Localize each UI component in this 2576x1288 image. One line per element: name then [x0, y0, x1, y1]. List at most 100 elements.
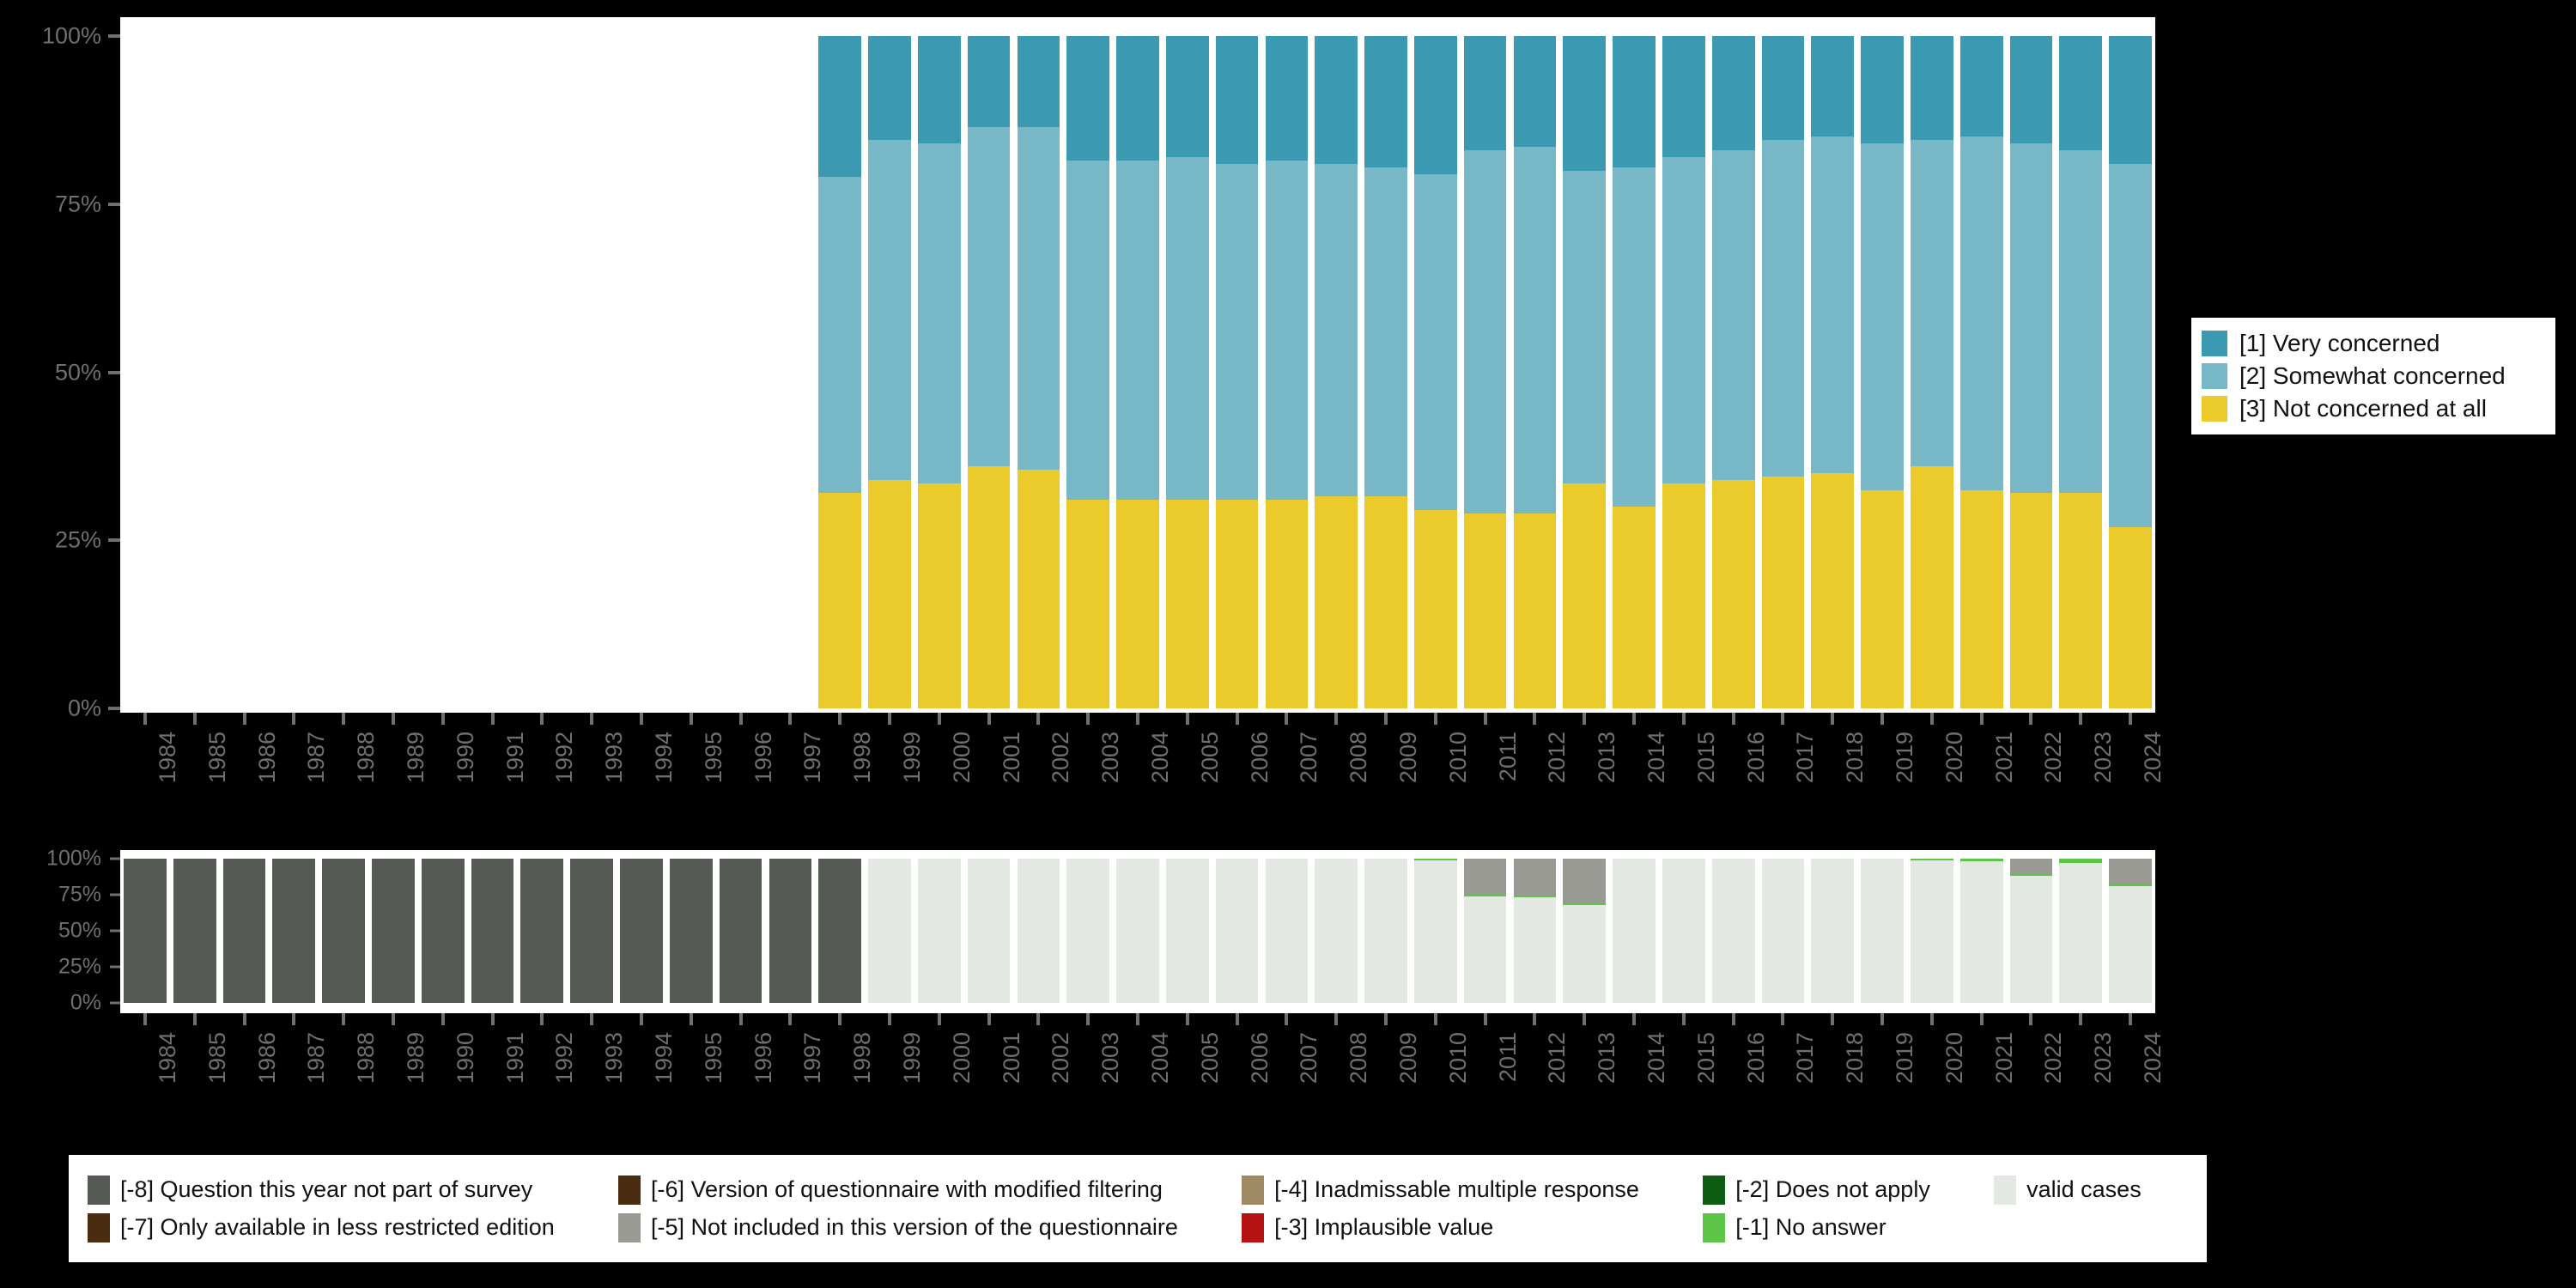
segment-somewhat-concerned — [2059, 150, 2103, 494]
x-tick-label-1993: 1993 — [601, 732, 628, 784]
validity-segment--8 — [570, 859, 613, 1003]
x-tick-mark — [1185, 713, 1189, 725]
validity-y-tick-label: 50% — [58, 918, 101, 943]
validity-segment--1 — [2109, 883, 2152, 886]
validity-segment--8 — [719, 859, 762, 1003]
stacked-bar-2003 — [1066, 36, 1110, 708]
validity-x-tick-mark — [838, 1013, 842, 1025]
segment-very-concerned — [1811, 36, 1855, 137]
validity-x-tick-mark — [1929, 1013, 1934, 1025]
segment-very-concerned — [1911, 36, 1953, 141]
validity-segment--1 — [2009, 872, 2053, 877]
validity-x-axis: 1984 1985 1986 1987 1988 1989 1990 1991 1992 1993… — [120, 1013, 2166, 1142]
segment-somewhat-concerned — [1066, 160, 1110, 501]
segment-somewhat-concerned — [1662, 156, 1705, 483]
validity-legend-item--7[interactable]: [-7] Only available in less restricted e… — [88, 1212, 601, 1242]
validity-bar-1987 — [272, 859, 316, 1003]
stacked-bar-2005 — [1165, 36, 1209, 708]
validity-x-tick-mark — [192, 1013, 197, 1025]
validity-legend-item--2[interactable]: [-2] Does not apply — [1703, 1175, 1977, 1205]
validity-bar-2014 — [1613, 859, 1656, 1003]
validity-x-tick-label-2012: 2012 — [1544, 1032, 1571, 1084]
x-tick-label-2015: 2015 — [1692, 732, 1719, 784]
legend-item-3[interactable]: [3] Not concerned at all — [2202, 395, 2545, 422]
x-tick-label-2012: 2012 — [1544, 732, 1571, 784]
validity-bar-1998 — [818, 859, 862, 1003]
main-x-axis: 1984 1985 1986 1987 1988 1989 1990 1991 1992 1993… — [120, 713, 2166, 841]
segment-somewhat-concerned — [1116, 160, 1159, 501]
segment-somewhat-concerned — [1413, 173, 1457, 511]
x-tick-mark — [738, 713, 743, 725]
validity-bar-2013 — [1563, 859, 1607, 1003]
validity-x-tick-label-2019: 2019 — [1892, 1032, 1918, 1084]
x-tick-label-2016: 2016 — [1742, 732, 1769, 784]
x-tick-mark — [1929, 713, 1934, 725]
validity-x-tick-label-1984: 1984 — [154, 1032, 180, 1084]
y-tick-label: 25% — [54, 526, 101, 553]
legend-item-1[interactable]: [1] Very concerned — [2202, 330, 2545, 357]
segment-very-concerned — [1463, 36, 1507, 151]
segment-not-concerned — [2059, 493, 2103, 708]
stacked-bar-2011 — [1463, 36, 1507, 708]
validity-segment-valid — [1116, 859, 1159, 1003]
x-tick-label-2010: 2010 — [1444, 732, 1471, 784]
validity-legend-item--3[interactable]: [-3] Implausible value — [1242, 1212, 1686, 1242]
validity-x-tick-mark — [1334, 1013, 1339, 1025]
stacked-bar-2018 — [1811, 36, 1855, 708]
segment-very-concerned — [1315, 36, 1358, 164]
validity-bar-2022 — [2009, 859, 2053, 1003]
validity-x-tick-label-1990: 1990 — [452, 1032, 478, 1084]
x-tick-mark — [1433, 713, 1437, 725]
validity-x-tick-label-2024: 2024 — [2140, 1032, 2166, 1084]
x-tick-label-2011: 2011 — [1494, 732, 1521, 782]
validity-legend-item--6[interactable]: [-6] Version of questionnaire with modif… — [618, 1175, 1224, 1205]
validity-x-tick-mark — [342, 1013, 346, 1025]
segment-very-concerned — [1761, 36, 1805, 141]
x-tick-mark — [1086, 713, 1091, 725]
legend-label: [1] Very concerned — [2239, 330, 2440, 356]
validity-legend-item--8[interactable]: [-8] Question this year not part of surv… — [88, 1175, 601, 1205]
validity-x-tick-label-2020: 2020 — [1941, 1032, 1967, 1084]
validity-x-tick-label-2009: 2009 — [1395, 1032, 1422, 1084]
validity-x-tick-label-2016: 2016 — [1742, 1032, 1769, 1084]
legend-item-2[interactable]: [2] Somewhat concerned — [2202, 362, 2545, 390]
segment-somewhat-concerned — [1761, 140, 1805, 477]
y-tick-label: 100% — [41, 22, 101, 49]
validity-x-tick-mark — [1533, 1013, 1537, 1025]
validity-segment-valid — [1513, 897, 1557, 1003]
segment-very-concerned — [1861, 36, 1904, 144]
x-tick-mark — [1831, 713, 1835, 725]
validity-legend-item--1[interactable]: [-1] No answer — [1703, 1212, 1977, 1242]
validity-bar-2011 — [1463, 859, 1507, 1003]
validity-legend-item--4[interactable]: [-4] Inadmissable multiple response — [1242, 1175, 1686, 1205]
segment-very-concerned — [1017, 36, 1060, 127]
segment-not-concerned — [1017, 470, 1060, 708]
validity-legend-item-valid[interactable]: valid cases — [1994, 1175, 2188, 1205]
validity-segment-valid — [2109, 885, 2152, 1003]
validity-x-tick-label-1996: 1996 — [750, 1032, 776, 1084]
validity-x-tick-label-1994: 1994 — [650, 1032, 677, 1084]
validity-legend-item--5[interactable]: [-5] Not included in this version of the… — [618, 1212, 1224, 1242]
y-tick-mark — [108, 538, 120, 543]
segment-somewhat-concerned — [818, 177, 862, 494]
segment-not-concerned — [1613, 507, 1656, 708]
stacked-bar-2021 — [1959, 36, 2003, 708]
segment-not-concerned — [1116, 500, 1159, 708]
validity-legend-swatch-icon — [1703, 1212, 1726, 1242]
segment-very-concerned — [1066, 36, 1110, 161]
y-tick-mark — [108, 202, 120, 206]
x-tick-label-2009: 2009 — [1395, 732, 1422, 784]
x-tick-label-2002: 2002 — [1048, 732, 1074, 784]
x-tick-label-1985: 1985 — [204, 732, 230, 784]
segment-not-concerned — [868, 479, 911, 708]
validity-y-tick-label: 25% — [58, 954, 101, 979]
validity-legend-label: [-4] Inadmissable multiple response — [1274, 1176, 1639, 1202]
legend-label: [3] Not concerned at all — [2239, 395, 2487, 422]
validity-segment--8 — [421, 859, 465, 1003]
validity-bar-1989 — [372, 859, 415, 1003]
validity-x-tick-mark — [1235, 1013, 1239, 1025]
segment-very-concerned — [2009, 36, 2053, 144]
x-tick-label-1996: 1996 — [750, 732, 776, 784]
validity-x-tick-mark — [391, 1013, 395, 1025]
